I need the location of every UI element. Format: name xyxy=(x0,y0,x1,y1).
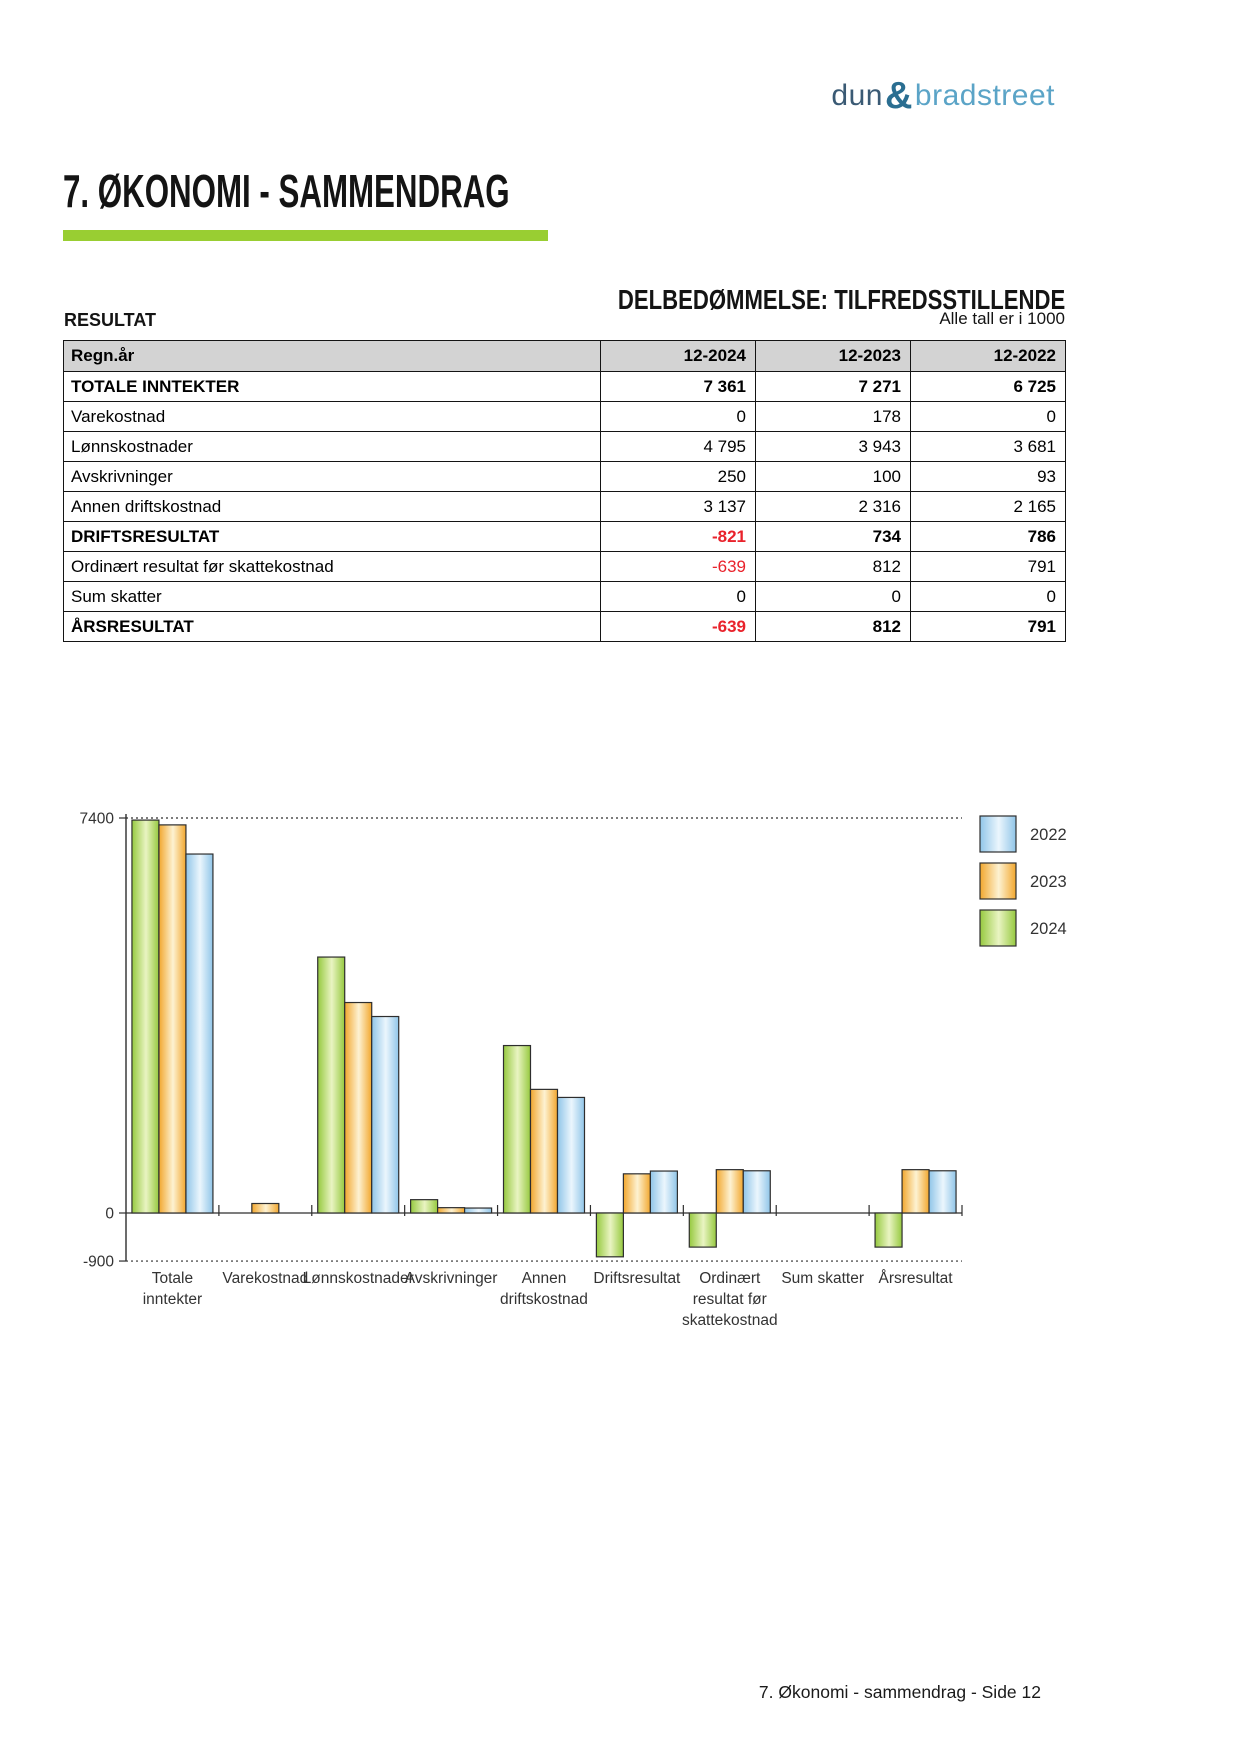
cell-value: 3 943 xyxy=(755,431,911,462)
column-header: Regn.år xyxy=(63,340,601,372)
table-row: ÅRSRESULTAT -639 812 791 xyxy=(63,611,1066,642)
bar-2022-4 xyxy=(556,1096,586,1214)
category-label: Totale inntekter xyxy=(143,1270,202,1308)
y-tick-label: -900 xyxy=(83,1254,114,1271)
table-row: Varekostnad 0 178 0 xyxy=(63,401,1066,432)
bar-2024-2 xyxy=(317,956,346,1214)
results-table: Regn.år 12-2024 12-2023 12-2022 TOTALE INNT… xyxy=(63,340,1066,642)
table-row: DRIFTSRESULTAT -821 734 786 xyxy=(63,521,1066,552)
page-title: 7. ØKONOMI - SAMMENDRAG xyxy=(63,165,510,217)
row-label: TOTALE INNTEKTER xyxy=(63,371,601,402)
cell-value: 3 681 xyxy=(910,431,1066,462)
cell-value: 100 xyxy=(755,461,911,492)
row-label: Avskrivninger xyxy=(63,461,601,492)
table-row: Lønnskostnader 4 795 3 943 3 681 xyxy=(63,431,1066,462)
category-label: Driftsresultat xyxy=(593,1270,681,1287)
cell-value: -639 xyxy=(600,611,756,642)
bar-2023-1 xyxy=(251,1202,280,1214)
assessment-heading: DELBEDØMMELSE: TILFREDSSTILLENDE xyxy=(617,284,1065,315)
category-label: Annen driftskostnad xyxy=(500,1270,588,1308)
logo-text-dun: dun xyxy=(831,79,883,112)
legend-swatch-2024 xyxy=(979,909,1017,947)
title-divider xyxy=(63,230,548,241)
legend-label-2022: 2022 xyxy=(1030,826,1067,844)
cell-value: 4 795 xyxy=(600,431,756,462)
bar-2022-0 xyxy=(185,853,214,1214)
table-header-row: Regn.år 12-2024 12-2023 12-2022 xyxy=(63,340,1066,372)
bar-2024-6 xyxy=(688,1212,717,1248)
bar-2022-6 xyxy=(742,1170,771,1214)
legend-swatch-2022 xyxy=(979,815,1017,853)
bar-2024-4 xyxy=(502,1044,532,1214)
category-label: Lønnskostnader xyxy=(303,1270,414,1287)
column-header: 12-2023 xyxy=(755,340,911,372)
cell-value: 734 xyxy=(755,521,911,552)
table-body: TOTALE INNTEKTER 7 361 7 271 6 725 Varekostn… xyxy=(63,371,1066,642)
bar-2022-3 xyxy=(464,1207,493,1214)
bar-2024-3 xyxy=(410,1199,439,1214)
cell-value: 0 xyxy=(600,581,756,612)
row-label: Varekostnad xyxy=(63,401,601,432)
cell-value: 0 xyxy=(910,581,1066,612)
cell-value: 791 xyxy=(910,611,1066,642)
bar-2023-4 xyxy=(529,1088,559,1214)
legend-label-2024: 2024 xyxy=(1030,920,1067,938)
bar-2023-0 xyxy=(158,824,187,1214)
table-row: TOTALE INNTEKTER 7 361 7 271 6 725 xyxy=(63,371,1066,402)
table-row: Sum skatter 0 0 0 xyxy=(63,581,1066,612)
bar-2024-5 xyxy=(595,1212,624,1258)
bar-2023-8 xyxy=(901,1169,930,1214)
cell-value: 812 xyxy=(755,551,911,582)
bar-2024-0 xyxy=(131,819,160,1214)
table-row: Annen driftskostnad 3 137 2 316 2 165 xyxy=(63,491,1066,522)
column-header: 12-2024 xyxy=(600,340,756,372)
legend-label-2023: 2023 xyxy=(1030,873,1067,891)
bar-2022-8 xyxy=(928,1170,957,1214)
y-tick-label: 0 xyxy=(105,1206,114,1223)
cell-value: 0 xyxy=(755,581,911,612)
cell-value: 3 137 xyxy=(600,491,756,522)
bar-2023-2 xyxy=(344,1001,373,1214)
cell-value: 2 165 xyxy=(910,491,1066,522)
category-label: Ordinært resultat før skattekostnad xyxy=(682,1270,778,1329)
cell-value: 812 xyxy=(755,611,911,642)
category-label: Avskrivninger xyxy=(405,1270,498,1287)
bar-2024-8 xyxy=(874,1212,903,1248)
dun-bradstreet-logo: dun & bradstreet xyxy=(831,72,1055,117)
category-label: Sum skatter xyxy=(781,1270,864,1287)
cell-value: 178 xyxy=(755,401,911,432)
legend-swatch-2023 xyxy=(979,862,1017,900)
logo-text-bradstreet: bradstreet xyxy=(914,79,1055,112)
table-row: Avskrivninger 250 100 93 xyxy=(63,461,1066,492)
cell-value: 93 xyxy=(910,461,1066,492)
page-footer: 7. Økonomi - sammendrag - Side 12 xyxy=(758,1682,1041,1702)
category-label: Årsresultat xyxy=(879,1270,954,1287)
y-tick-label: 7400 xyxy=(80,811,115,828)
bar-2022-2 xyxy=(371,1015,400,1214)
result-section-label: RESULTAT xyxy=(64,310,156,330)
bar-2023-5 xyxy=(622,1173,651,1214)
cell-value: 7 271 xyxy=(755,371,911,402)
cell-value: 7 361 xyxy=(600,371,756,402)
cell-value: -821 xyxy=(600,521,756,552)
bar-2023-6 xyxy=(715,1169,744,1214)
category-label: Varekostnad xyxy=(222,1270,308,1287)
row-label: ÅRSRESULTAT xyxy=(63,611,601,642)
cell-value: -639 xyxy=(600,551,756,582)
bar-2023-3 xyxy=(437,1207,466,1214)
cell-value: 250 xyxy=(600,461,756,492)
units-note: Alle tall er i 1000 xyxy=(939,309,1065,328)
row-label: Lønnskostnader xyxy=(63,431,601,462)
ampersand-icon: & xyxy=(884,75,913,117)
cell-value: 6 725 xyxy=(910,371,1066,402)
cell-value: 0 xyxy=(600,401,756,432)
bar-2022-5 xyxy=(649,1170,678,1214)
